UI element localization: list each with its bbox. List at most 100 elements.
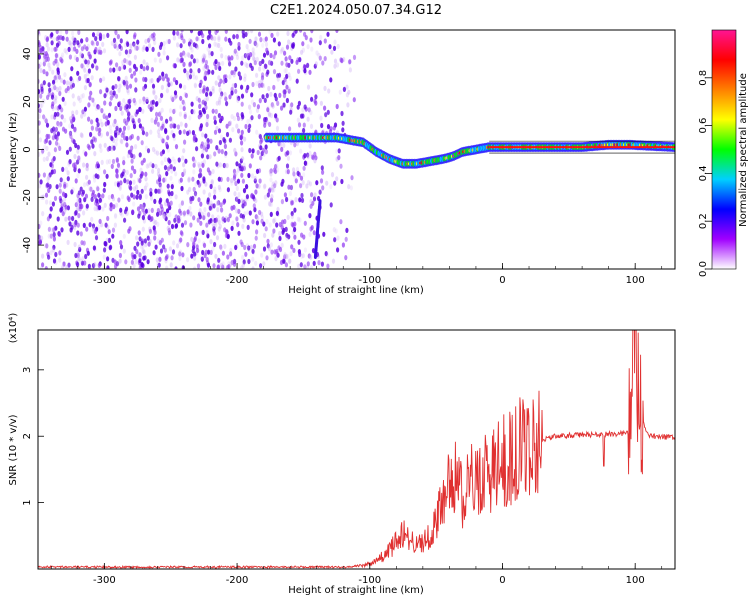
heatmap-cell [51, 105, 55, 111]
heatmap-cell [275, 163, 279, 169]
heatmap-cell [38, 120, 41, 126]
heatmap-cell [257, 31, 262, 37]
heatmap-cell [56, 120, 60, 127]
heatmap-cell [158, 256, 162, 262]
heatmap-cell [172, 108, 176, 115]
heatmap-cell [47, 233, 51, 239]
heatmap-cell [142, 66, 146, 72]
heatmap-cell [255, 72, 259, 78]
heatmap-cell [95, 161, 100, 167]
heatmap-cell [98, 143, 102, 149]
heatmap-cell [174, 171, 178, 177]
heatmap-cell [265, 93, 269, 99]
heatmap-cell [172, 77, 176, 83]
heatmap-cell [87, 116, 91, 122]
heatmap-cell [118, 83, 122, 89]
heatmap-cell [91, 41, 95, 47]
heatmap-cell [58, 231, 62, 237]
heatmap-cell [199, 123, 203, 129]
heatmap-cell [128, 180, 133, 186]
heatmap-cell [309, 198, 313, 204]
heatmap-cell [261, 83, 266, 89]
heatmap-cell [105, 173, 109, 179]
heatmap-cell [76, 261, 80, 268]
heatmap-cell [160, 84, 164, 90]
heatmap-cell [246, 48, 250, 54]
heatmap-cell [48, 140, 52, 146]
heatmap-cell [313, 63, 317, 69]
heatmap-cell [227, 264, 231, 269]
heatmap-cell [124, 259, 128, 265]
heatmap-cell [54, 95, 58, 101]
heatmap-cell [93, 58, 97, 64]
heatmap-cell [291, 32, 295, 38]
heatmap-cell [335, 176, 339, 182]
heatmap-cell [83, 182, 87, 188]
heatmap-cell [248, 163, 252, 169]
heatmap-cell [241, 262, 245, 268]
heatmap-cell [38, 63, 41, 69]
heatmap-cell [285, 163, 290, 169]
heatmap-cell [213, 241, 217, 248]
heatmap-cell [244, 61, 248, 67]
heatmap-cell [91, 189, 95, 195]
heatmap-cell [159, 41, 164, 47]
heatmap-cell [331, 258, 336, 264]
heatmap-cell [217, 219, 221, 225]
heatmap-cell [262, 261, 266, 267]
heatmap-cell [232, 72, 236, 78]
heatmap-cell [225, 131, 230, 138]
heatmap-cell [141, 108, 145, 114]
heatmap-cell [237, 41, 241, 48]
colorbar-ticks: 0.00.20.40.60.8 [698, 70, 712, 277]
heatmap-cell [217, 61, 222, 67]
colorbar-tick-label: 0.0 [698, 261, 709, 277]
heatmap-cell [109, 95, 113, 101]
heatmap-cell [213, 189, 217, 195]
heatmap-cell [106, 265, 110, 269]
heatmap-cell [210, 35, 214, 42]
heatmap-cell [225, 163, 229, 169]
heatmap-cell [100, 108, 104, 114]
heatmap-cell [170, 223, 175, 230]
heatmap-cell [225, 228, 229, 235]
heatmap-cell [56, 216, 60, 222]
heatmap-cell [114, 93, 119, 99]
heatmap-cell [148, 228, 152, 234]
heatmap-cell [113, 43, 117, 49]
heatmap-cell [68, 159, 72, 165]
heatmap-cell [195, 231, 199, 237]
heatmap-cell [246, 53, 250, 59]
heatmap-cell [160, 206, 164, 212]
heatmap-cell [262, 246, 267, 252]
heatmap-cell [200, 256, 204, 262]
heatmap-cell [205, 91, 209, 97]
heatmap-cell [209, 200, 213, 206]
heatmap-cell [189, 211, 193, 217]
heatmap-cell [118, 258, 122, 264]
heatmap-cell [157, 111, 161, 117]
heatmap-cell [215, 30, 220, 33]
heatmap-cell [83, 260, 87, 266]
heatmap-cell [73, 225, 77, 231]
heatmap-cell [207, 69, 211, 75]
heatmap-cell [65, 264, 69, 269]
heatmap-cell [243, 244, 247, 251]
heatmap-cell [329, 184, 333, 190]
heatmap-cell [80, 46, 84, 52]
heatmap-cell [42, 69, 46, 75]
heatmap-cell [158, 183, 163, 189]
heatmap-cell [81, 189, 85, 195]
heatmap-cell [288, 190, 292, 197]
heatmap-cell [68, 80, 73, 87]
heatmap-cell [198, 208, 202, 214]
heatmap-cell [115, 62, 119, 68]
heatmap-cell [89, 186, 93, 192]
heatmap-cell [211, 246, 215, 252]
heatmap-cell [160, 160, 164, 166]
heatmap-cell [85, 162, 89, 168]
snr-y-label: SNR (10 * v/v) [8, 414, 19, 485]
heatmap-cell [261, 42, 265, 48]
heatmap-cell [145, 182, 149, 188]
heatmap-cell [59, 56, 63, 63]
